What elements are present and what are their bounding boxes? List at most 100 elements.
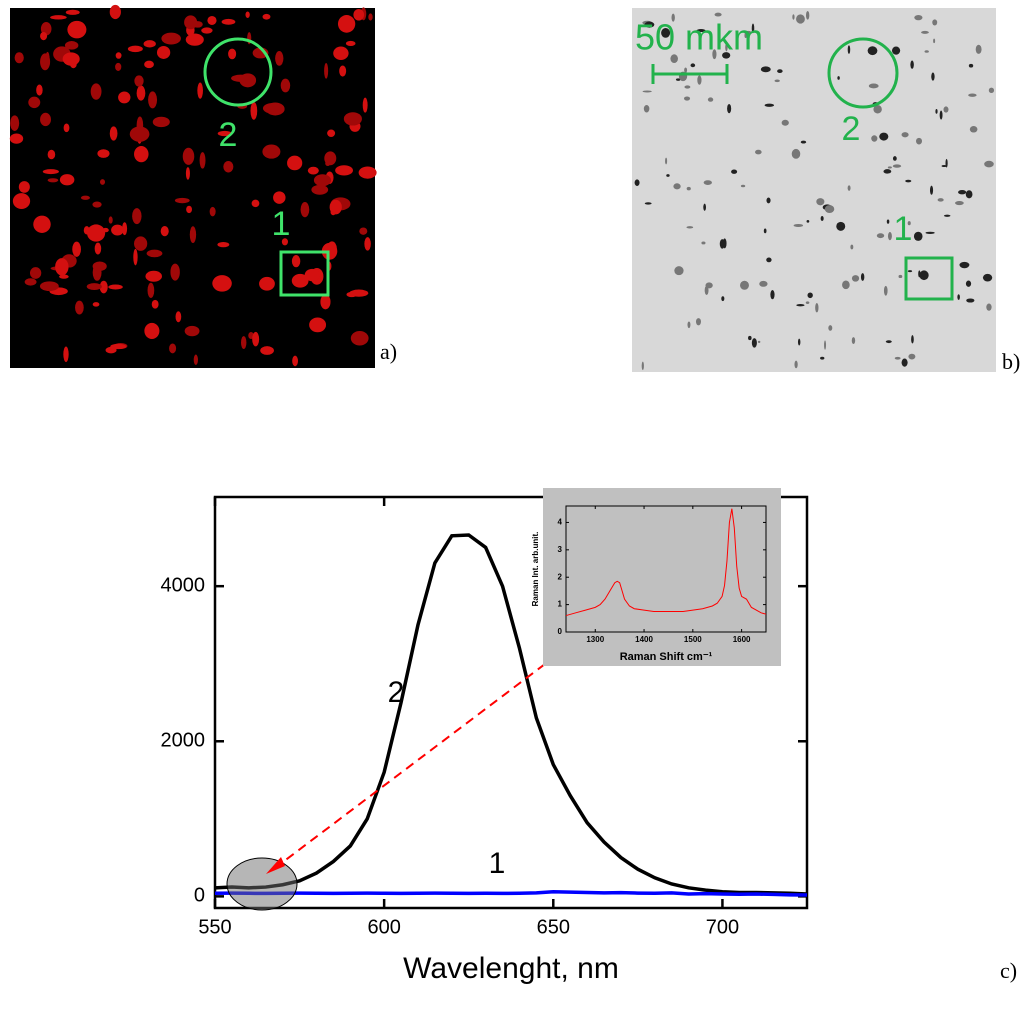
cell: [228, 48, 237, 60]
cell: [287, 155, 303, 171]
cell: [908, 353, 916, 360]
cell: [94, 242, 102, 255]
cell: [686, 226, 694, 229]
panel-caption: c): [1000, 958, 1017, 983]
cell: [108, 216, 113, 224]
cell: [820, 356, 825, 360]
cell: [731, 169, 738, 174]
y-tick-label: 0: [558, 627, 563, 636]
cell: [703, 180, 712, 185]
cell: [29, 267, 42, 279]
cell: [727, 103, 732, 114]
cell: [860, 273, 865, 281]
cell: [766, 257, 772, 263]
cell: [721, 296, 725, 302]
cell: [184, 325, 200, 337]
cell: [329, 199, 342, 215]
cell: [714, 12, 722, 17]
cell: [186, 205, 193, 214]
cell: [984, 160, 994, 168]
cell: [851, 337, 856, 345]
cell: [757, 340, 761, 344]
x-tick-label: 1500: [684, 635, 702, 644]
cell: [684, 67, 688, 73]
cell: [151, 299, 159, 309]
cell: [939, 110, 943, 120]
cell: [968, 63, 974, 68]
cell: [10, 115, 20, 131]
cell: [108, 284, 123, 290]
y-tick-label: 3: [558, 545, 563, 554]
cell: [751, 338, 757, 348]
circle-marker: [203, 37, 273, 107]
cell: [50, 15, 67, 20]
panel-caption: b): [1002, 349, 1020, 374]
cell: [820, 216, 824, 222]
cell: [847, 45, 851, 54]
cell: [701, 241, 706, 245]
cell: [959, 261, 970, 269]
cell: [891, 46, 901, 55]
plot-frame: [565, 505, 767, 633]
cell: [262, 144, 281, 159]
cell: [185, 33, 204, 46]
cell: [796, 304, 805, 307]
cell: [134, 75, 144, 87]
cell: [684, 85, 691, 89]
cell: [86, 283, 102, 290]
cell: [364, 237, 371, 251]
y-axis-label: Raman Int. arb.unit.: [531, 532, 540, 607]
cell: [63, 123, 70, 133]
cell: [697, 75, 702, 85]
inset-background: [543, 488, 781, 666]
cell: [189, 226, 197, 244]
cell: [83, 226, 90, 235]
scale-label: 50 mkm: [635, 17, 763, 58]
cell: [109, 4, 121, 20]
cell: [792, 14, 795, 20]
cell: [127, 45, 143, 53]
square-marker: [279, 250, 330, 297]
cell: [92, 201, 102, 208]
cell: [349, 289, 369, 297]
cell: [763, 228, 767, 234]
cell: [280, 78, 291, 93]
cell: [683, 96, 691, 101]
x-tick-label: 550: [198, 916, 231, 938]
cell: [933, 38, 936, 44]
y-tick-label: 4: [558, 518, 563, 527]
cell: [156, 45, 171, 59]
cell: [937, 198, 944, 202]
cell: [957, 294, 960, 300]
cell: [28, 96, 41, 109]
cell: [321, 242, 338, 260]
cell: [755, 149, 762, 155]
x-tick-label: 650: [537, 916, 570, 938]
cell: [350, 331, 369, 346]
cell: [45, 51, 50, 67]
cell: [115, 52, 122, 59]
x-tick-label: 700: [706, 916, 739, 938]
cell: [327, 129, 336, 137]
cell: [919, 270, 929, 281]
cell: [174, 197, 190, 204]
cell: [33, 215, 51, 233]
y-tick-label: 2000: [161, 730, 206, 752]
cell: [791, 148, 801, 159]
cell: [704, 285, 709, 296]
cell: [805, 11, 810, 20]
cell: [914, 15, 923, 21]
cell: [97, 149, 110, 158]
cell: [966, 298, 975, 303]
cell: [975, 44, 982, 54]
cell: [65, 9, 80, 15]
cell: [136, 85, 146, 101]
y-tick-label: 2: [558, 572, 563, 581]
cell: [223, 160, 234, 173]
cell: [643, 105, 650, 113]
cell: [193, 354, 198, 365]
curve-label: 1: [489, 847, 506, 880]
cell: [671, 13, 675, 22]
cell: [634, 179, 640, 187]
